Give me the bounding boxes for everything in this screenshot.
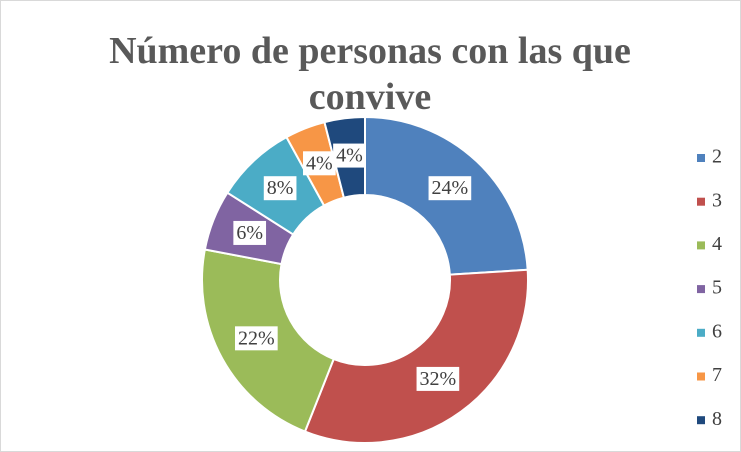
donut-segment [303,268,529,444]
data-label: 4% [306,152,333,174]
legend-swatch [697,372,705,381]
data-label: 22% [238,327,275,349]
data-label-box [416,366,460,391]
legend-swatch [697,416,705,425]
data-label-box [303,151,336,176]
legend-label: 8 [712,408,722,430]
data-label: 8% [267,177,294,199]
data-label: 24% [432,177,469,199]
chart-title: Número de personas con las que convive [109,30,631,118]
legend-label: 3 [712,189,722,211]
data-label: 32% [420,368,457,390]
legend-label: 4 [712,233,722,255]
data-label-box [263,176,297,201]
data-label: 6% [236,222,263,244]
legend-label: 2 [712,146,722,168]
data-label: 4% [336,145,363,167]
legend-swatch [697,241,705,250]
legend-swatch [697,285,705,294]
data-label-box [235,326,278,351]
data-label-box [233,220,267,245]
legend-label: 5 [712,277,722,299]
legend-swatch [697,154,705,162]
legend-label: 6 [712,320,722,342]
legend-swatch [697,328,705,337]
legend-label: 7 [712,364,722,386]
legend-swatch [697,197,705,206]
data-label-box [333,143,366,168]
data-label-box [428,176,472,201]
